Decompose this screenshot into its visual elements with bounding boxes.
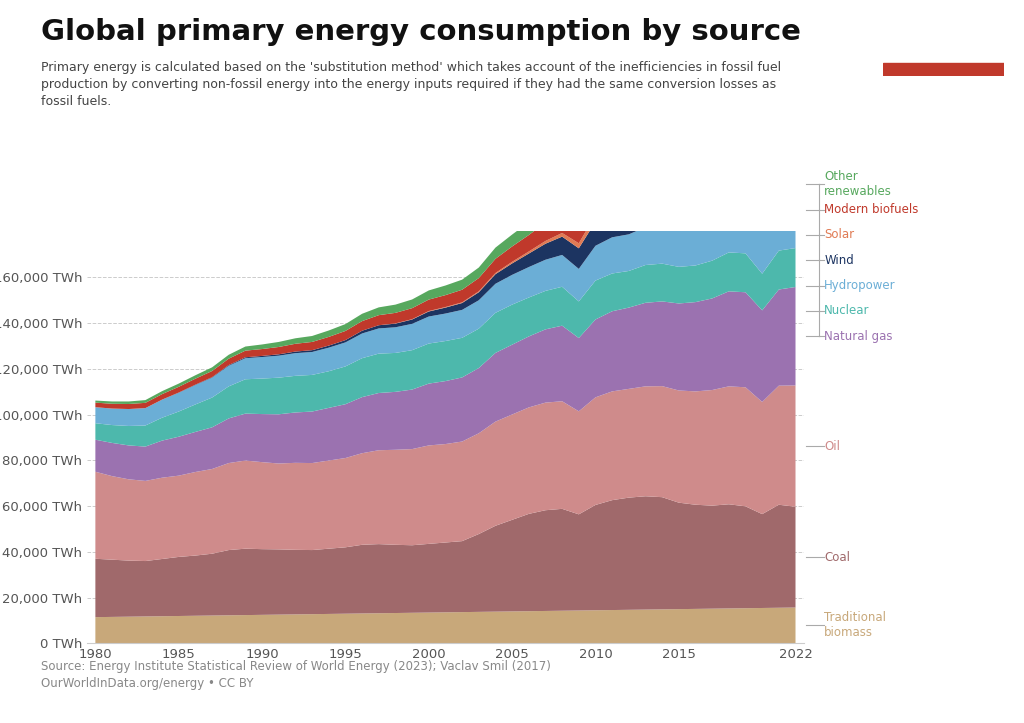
Bar [883,63,1004,76]
Text: Global primary energy consumption by source: Global primary energy consumption by sou… [41,18,801,46]
Text: in Data: in Data [922,44,965,54]
Text: Coal: Coal [824,551,850,564]
Text: Primary energy is calculated based on the 'substitution method' which takes acco: Primary energy is calculated based on th… [41,61,781,108]
Text: Modern biofuels: Modern biofuels [824,203,919,216]
Text: Nuclear: Nuclear [824,304,869,317]
Text: Wind: Wind [824,254,854,267]
Text: Source: Energy Institute Statistical Review of World Energy (2023); Vaclav Smil : Source: Energy Institute Statistical Rev… [41,661,551,690]
Text: Other
renewables: Other renewables [824,171,892,198]
Text: Natural gas: Natural gas [824,330,893,343]
Text: Oil: Oil [824,440,841,453]
Text: Our World: Our World [913,26,973,36]
Text: Traditional
biomass: Traditional biomass [824,612,887,640]
Text: Solar: Solar [824,228,854,241]
Text: Hydropower: Hydropower [824,279,896,292]
